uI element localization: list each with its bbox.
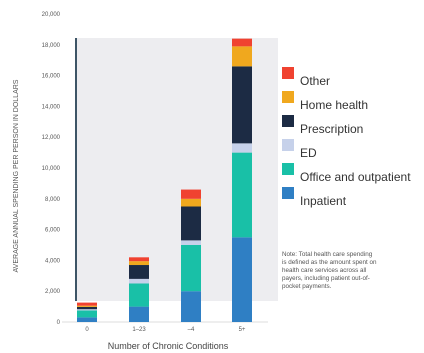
y-tick-label: 12,000 [42, 135, 61, 141]
bar-segment-prescription-2 [181, 206, 201, 241]
x-tick-label: 5+ [239, 327, 246, 333]
footnote: Note: Total health care spending is defi… [282, 251, 377, 290]
bar-segment-inpatient-3 [232, 237, 252, 322]
y-tick-label: 8,000 [45, 197, 61, 203]
bar-segment-prescription-3 [232, 66, 252, 144]
legend-label: Home health [300, 98, 368, 112]
x-axis-ticks: 0 1–23 –4 5+ [85, 327, 246, 333]
bar-segment-inpatient-2 [181, 291, 201, 322]
bar-segment-ed-0 [77, 309, 97, 311]
bar-segment-other-0 [77, 302, 97, 306]
y-tick-label: 10,000 [42, 166, 61, 172]
bar-segment-other-2 [181, 189, 201, 199]
bar-segment-home-health-1 [129, 261, 149, 266]
bar-segment-office-and-outpatient-0 [77, 310, 97, 318]
x-tick-label: 1–23 [132, 327, 146, 333]
bar-segment-ed-2 [181, 240, 201, 245]
bar-segment-other-1 [129, 257, 149, 262]
y-axis-ticks: 20,000 18,000 16,000 14,000 12,000 10,000 8,00… [42, 12, 61, 326]
legend-swatch [282, 187, 294, 199]
note-line: is defined as the amount spent on [282, 259, 377, 266]
bar-segment-home-health-3 [232, 46, 252, 67]
bars [77, 38, 252, 322]
y-axis-title: AVERAGE ANNUAL SPENDING PER PERSON IN DO… [13, 79, 20, 272]
note-line: Note: Total health care spending [282, 251, 373, 258]
legend-label: Inpatient [300, 194, 347, 208]
y-tick-label: 16,000 [42, 74, 61, 80]
bar-segment-other-3 [232, 38, 252, 47]
y-tick-label: 4,000 [45, 258, 61, 264]
legend-label: ED [300, 146, 317, 160]
x-tick-label: –4 [188, 327, 195, 333]
legend-label: Prescription [300, 122, 363, 136]
bar-segment-prescription-1 [129, 265, 149, 279]
note-line: health care services across all [282, 267, 366, 274]
legend-swatch [282, 67, 294, 79]
y-tick-label: 2,000 [45, 289, 61, 295]
x-tick-label: 0 [85, 327, 89, 333]
bar-segment-home-health-2 [181, 198, 201, 207]
legend-swatch [282, 91, 294, 103]
legend-swatch [282, 115, 294, 127]
legend-swatch [282, 139, 294, 151]
bar-segment-office-and-outpatient-2 [181, 245, 201, 292]
bar-segment-ed-1 [129, 278, 149, 284]
bar-segment-office-and-outpatient-1 [129, 283, 149, 307]
y-tick-label: 0 [57, 320, 61, 326]
legend-label: Other [300, 74, 330, 88]
bar-segment-office-and-outpatient-3 [232, 152, 252, 238]
y-tick-label: 6,000 [45, 228, 61, 234]
note-line: pocket payments. [282, 283, 332, 290]
note-line: payers, including patient out-of- [282, 275, 370, 282]
bar-segment-home-health-0 [77, 305, 97, 307]
bar-segment-prescription-0 [77, 306, 97, 310]
y-tick-label: 20,000 [42, 12, 61, 18]
legend-label: Office and outpatient [300, 170, 411, 184]
highlight-left-edge [75, 38, 77, 301]
bar-segment-ed-3 [232, 143, 252, 153]
legend: Other Home health Prescription ED Office and… [282, 67, 411, 208]
y-tick-label: 18,000 [42, 43, 61, 49]
x-axis-title: Number of Chronic Conditions [108, 341, 229, 351]
legend-swatch [282, 163, 294, 175]
bar-segment-inpatient-1 [129, 306, 149, 322]
bar-segment-inpatient-0 [77, 317, 97, 322]
y-tick-label: 14,000 [42, 104, 61, 110]
